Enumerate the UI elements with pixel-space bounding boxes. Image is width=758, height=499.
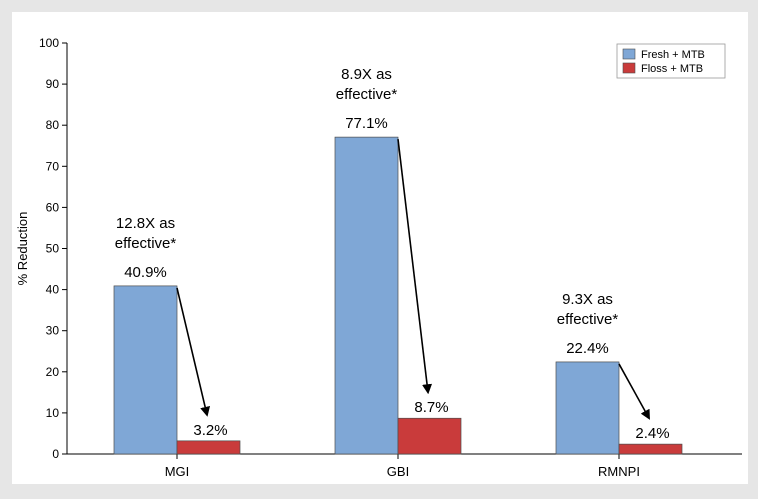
data-label-fresh-mtb: 40.9%: [124, 264, 167, 281]
legend-label: Fresh + MTB: [641, 49, 705, 61]
bar-fresh-mtb: [113, 285, 178, 455]
bars-group: [113, 136, 683, 455]
annotation-line-1: 8.9X as: [341, 66, 392, 83]
legend-swatch: [622, 48, 636, 60]
data-label-floss-mtb: 3.2%: [193, 422, 227, 439]
annotation-line-2: effective*: [557, 311, 619, 328]
data-label-fresh-mtb: 22.4%: [566, 340, 609, 357]
annotation-line-1: 9.3X as: [562, 291, 613, 308]
y-tick-label: 60: [46, 200, 60, 214]
y-tick-label: 90: [46, 77, 60, 91]
comparison-arrow: [618, 363, 650, 420]
data-label-floss-mtb: 2.4%: [635, 425, 669, 442]
annotation-line-2: effective*: [336, 86, 398, 103]
y-tick-label: 50: [46, 242, 60, 256]
bar-fresh-mtb: [555, 361, 620, 455]
y-tick-label: 10: [46, 406, 60, 420]
y-tick-label: 30: [46, 324, 60, 338]
data-label-floss-mtb: 8.7%: [414, 399, 448, 416]
y-tick-label: 0: [52, 447, 59, 461]
legend-label: Floss + MTB: [641, 63, 703, 75]
comparison-arrow: [176, 287, 211, 417]
y-tick-label: 20: [46, 365, 60, 379]
bar-floss-mtb: [176, 440, 241, 455]
y-tick-label: 80: [46, 118, 60, 132]
annotations-group: 12.8X as effective* 8.9X as effective* 9.3X …: [115, 66, 650, 420]
data-label-fresh-mtb: 77.1%: [345, 115, 388, 132]
comparison-arrow: [397, 139, 433, 395]
annotation-line-2: effective*: [115, 235, 177, 252]
data-labels-group: 40.9% 3.2% 77.1% 8.7% 22.4% 2.4%: [124, 115, 669, 442]
x-tick-label: MGI: [165, 464, 190, 479]
legend-swatch: [622, 62, 636, 74]
bar-fresh-mtb: [334, 136, 399, 455]
bar-floss-mtb: [397, 417, 462, 455]
y-tick-label: 100: [39, 36, 59, 50]
y-axis-label: % Reduction: [15, 212, 30, 286]
x-tick-label: RMNPI: [598, 464, 640, 479]
y-tick-label: 70: [46, 159, 60, 173]
bar-floss-mtb: [618, 443, 683, 455]
x-tick-label: GBI: [387, 464, 409, 479]
legend: Fresh + MTB Floss + MTB: [616, 43, 726, 79]
y-tick-label: 40: [46, 283, 60, 297]
annotation-line-1: 12.8X as: [116, 215, 175, 232]
